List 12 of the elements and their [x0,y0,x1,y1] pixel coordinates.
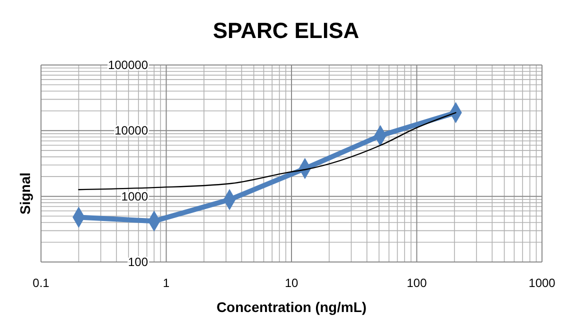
y-axis-title: Signal [17,172,33,215]
y-tick-label: 100 [128,255,148,269]
x-tick-label: 10 [284,276,298,290]
x-axis-title: Concentration (ng/mL) [216,299,367,315]
x-tick-label: 1000 [528,276,556,290]
x-tick-label: 100 [406,276,428,290]
x-tick-label: 1 [162,276,170,290]
y-tick-label: 1000 [121,189,148,204]
y-tick-label: 100000 [108,58,148,72]
chart-title: SPARC ELISA [212,18,360,43]
y-tick-label: 10000 [114,124,148,138]
x-tick-label: 0.1 [32,276,50,290]
